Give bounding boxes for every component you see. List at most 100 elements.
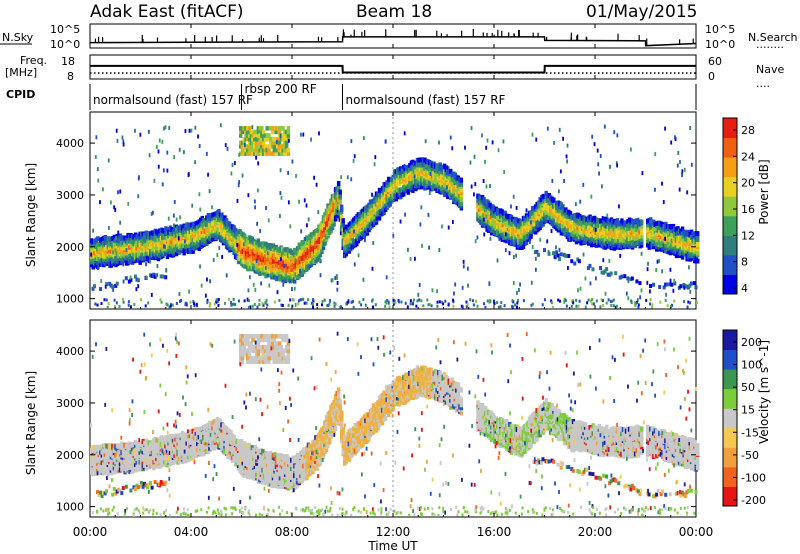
echo-cell (271, 243, 276, 249)
echo-cell (277, 276, 282, 282)
echo-cell-lower (155, 273, 159, 278)
echo-cell (459, 187, 464, 193)
echo-cell-lower (608, 272, 612, 277)
echo-cell (459, 177, 464, 183)
cpid-label: CPID (6, 88, 35, 101)
noise-right-tick-bottom: 10^0 (705, 38, 735, 51)
echo-cell (341, 221, 345, 227)
echo-cell (300, 271, 304, 277)
echo-cell-upper (265, 126, 269, 131)
echo-cell (696, 231, 700, 237)
echo-cell-lower (129, 277, 133, 282)
echo-cell-lower (124, 276, 128, 281)
echo-cell (599, 218, 603, 224)
nave-tick-top: 60 (708, 55, 722, 68)
echo-cell-lower (599, 265, 603, 270)
echo-cell-lower (149, 273, 153, 278)
echo-cell (582, 232, 586, 238)
echo-cell-lower (127, 279, 131, 284)
echo-cell-lower (115, 281, 119, 286)
echo-cell-lower (576, 257, 580, 262)
echo-cell (218, 226, 223, 232)
echo-cell-lower (133, 274, 137, 279)
echo-cell (341, 218, 345, 224)
echo-cell-lower (111, 284, 115, 289)
cpid-segment-label: rbsp 200 RF (245, 82, 317, 96)
echo-cell (459, 181, 464, 187)
echo-cell (449, 168, 453, 174)
echo-cell (336, 180, 341, 186)
echo-cell (441, 167, 445, 173)
echo-cell (482, 197, 486, 203)
echo-cell (376, 206, 380, 212)
echo-cell-lower (694, 285, 698, 290)
echo-cell (96, 236, 100, 242)
echo-cell-lower (153, 274, 157, 279)
echo-cell (220, 212, 224, 218)
echo-cell-lower (658, 285, 662, 290)
power-data (90, 112, 700, 309)
echo-cell-lower (591, 267, 595, 272)
echo-cell-lower (558, 257, 562, 262)
echo-cell (186, 246, 191, 252)
echo-cell (521, 243, 526, 249)
echo-cell (215, 232, 220, 238)
echo-cell (293, 278, 297, 284)
echo-cell (539, 218, 544, 224)
echo-cell-lower (159, 274, 163, 279)
echo-cell-lower (136, 278, 140, 283)
echo-cell (544, 190, 548, 196)
echo-cell (330, 225, 335, 231)
echo-cell (568, 211, 573, 217)
echo-cell (189, 230, 194, 236)
echo-cell (355, 241, 359, 247)
echo-cell-lower (109, 283, 113, 288)
echo-cell-lower (564, 253, 568, 258)
echo-cell (514, 216, 518, 222)
echo-cell (127, 248, 132, 254)
freq-tick-bottom: 8 (67, 70, 74, 83)
echo-cell (615, 218, 620, 224)
echo-cell-lower (692, 281, 696, 286)
echo-cell (541, 221, 545, 227)
echo-cell (606, 218, 611, 224)
echo-cell-lower (609, 271, 613, 276)
echo-cell-lower (649, 284, 653, 289)
echo-cell-lower (152, 272, 156, 277)
echo-cell-lower (630, 276, 634, 281)
freq-label-line1: Freq. (20, 54, 47, 67)
echo-cell (564, 216, 568, 222)
echo-cell (120, 253, 124, 259)
echo-cell (352, 238, 356, 244)
echo-cell-lower (689, 281, 693, 286)
echo-cell-lower (552, 251, 556, 256)
noise-left-label: N.Sky (2, 31, 34, 44)
echo-cell-lower (603, 269, 607, 274)
echo-cell (506, 237, 511, 243)
echo-cell (459, 201, 464, 207)
echo-cell (185, 236, 189, 242)
echo-cell (335, 212, 339, 218)
echo-cell (415, 165, 420, 171)
noise-right-tick-top: 10^5 (705, 23, 735, 36)
echo-cell-lower (91, 286, 95, 291)
cpid-segment-label: normalsound (fast) 157 RF (93, 93, 253, 107)
echo-cell-lower (602, 270, 606, 275)
noise-left-tick-top: 10^5 (50, 23, 80, 36)
echo-cell (339, 214, 344, 220)
echo-cell-lower (679, 284, 683, 289)
echo-cell-lower (559, 252, 563, 257)
echo-cell (191, 221, 195, 227)
echo-cell (252, 238, 256, 244)
echo-cell-lower (623, 274, 627, 279)
echo-cell-lower (542, 248, 546, 253)
echo-cell-lower (105, 282, 109, 287)
echo-cell-lower (586, 265, 590, 270)
echo-cell (285, 258, 289, 264)
nave-legend: .... (756, 77, 770, 90)
echo-cell (268, 243, 273, 249)
echo-cell (223, 215, 227, 221)
echo-cell-lower (620, 274, 624, 279)
echo-cell (477, 194, 482, 200)
echo-cell (338, 189, 342, 195)
